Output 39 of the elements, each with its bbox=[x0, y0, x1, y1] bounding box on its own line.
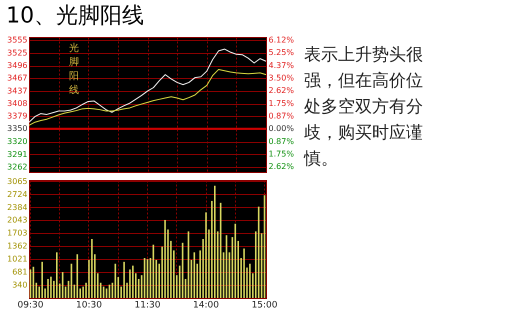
y2-tick-label: 0.87% bbox=[268, 136, 294, 146]
x-tick-label: 10:30 bbox=[76, 300, 102, 310]
y-tick-label: 3291 bbox=[7, 150, 28, 159]
chart-title: 10、光脚阳线 bbox=[6, 4, 144, 29]
y-tick-label: 3555 bbox=[7, 36, 28, 45]
y-tick-label: 1021 bbox=[7, 254, 28, 264]
y-tick-label: 3065 bbox=[7, 176, 28, 186]
x-tick-label: 15:00 bbox=[252, 300, 278, 310]
x-tick-label: 09:30 bbox=[17, 300, 44, 310]
y-tick-label: 3437 bbox=[7, 86, 28, 96]
y2-tick-label: 5.25% bbox=[268, 48, 294, 58]
line-series bbox=[28, 68, 266, 126]
y-tick-label: 2043 bbox=[7, 216, 28, 225]
y-tick-label: 2724 bbox=[7, 190, 28, 199]
y2-tick-label: 3.50% bbox=[268, 73, 294, 82]
y2-tick-label: 0.87% bbox=[268, 112, 294, 121]
y-tick-label: 3467 bbox=[7, 74, 28, 83]
y-tick-label: 3496 bbox=[7, 61, 28, 70]
text: 表示上升势头很强，但在高价位处多空双方有分歧，购买时应谨慎。 bbox=[303, 45, 423, 169]
y2-tick-label: 1.75% bbox=[268, 98, 294, 108]
x-tick-label: 11:30 bbox=[134, 300, 161, 310]
y2-tick-label: 0.00% bbox=[268, 124, 294, 134]
y-tick-label: 1362 bbox=[7, 242, 28, 251]
y-tick-label: 1703 bbox=[7, 228, 28, 238]
y-tick-label: 3408 bbox=[7, 99, 28, 108]
y2-tick-label: 6.12% bbox=[268, 36, 294, 45]
x-tick-label: 14:00 bbox=[193, 300, 220, 310]
y-tick-label: 340 bbox=[12, 280, 28, 290]
y2-tick-label: 2.62% bbox=[268, 162, 294, 172]
y-tick-label: 3320 bbox=[7, 137, 28, 146]
y-tick-label: 3350 bbox=[7, 124, 28, 134]
y2-tick-label: 4.37% bbox=[268, 60, 294, 70]
y-tick-label: 2384 bbox=[7, 202, 28, 212]
y-tick-label: 3525 bbox=[7, 48, 28, 58]
y-tick-label: 3379 bbox=[7, 112, 28, 121]
y-tick-label: 3262 bbox=[7, 162, 28, 172]
y-tick-label: 681 bbox=[12, 268, 28, 277]
y2-tick-label: 1.75% bbox=[268, 150, 294, 159]
y2-tick-label: 2.62% bbox=[268, 86, 294, 96]
